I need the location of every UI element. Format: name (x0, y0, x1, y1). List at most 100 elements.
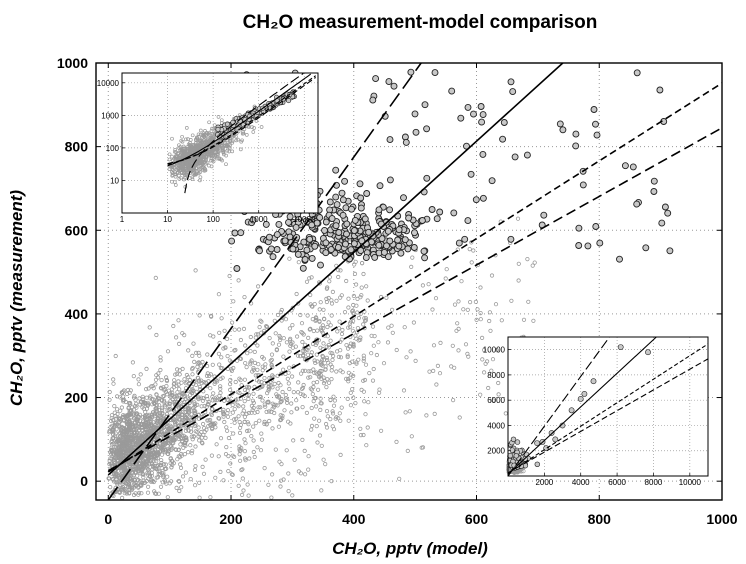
data-point-large (448, 87, 456, 95)
data-point-large (292, 223, 300, 231)
data-point-large (267, 245, 275, 253)
data-point-small (159, 446, 164, 451)
data-point-small (208, 386, 213, 391)
data-point-small (149, 453, 154, 458)
inset-log-point-small (244, 133, 249, 137)
data-point-small (336, 267, 341, 273)
data-point-large (365, 228, 373, 236)
data-point-small (289, 401, 294, 406)
data-point-small (151, 386, 156, 391)
data-point-small (274, 392, 279, 397)
data-point-small (143, 409, 148, 415)
inset-log-point-small (178, 164, 183, 169)
data-point-small (369, 351, 374, 356)
data-point-small (125, 387, 131, 393)
data-point-small (367, 370, 372, 376)
data-point-small (317, 433, 323, 438)
data-point-large (479, 194, 487, 202)
data-point-small (282, 408, 287, 413)
data-point-small (281, 354, 286, 359)
data-point-small (227, 358, 232, 363)
inset-linear-fit-line (507, 343, 709, 474)
data-point-small (164, 375, 169, 380)
data-point-small (257, 418, 262, 423)
data-point-small (257, 324, 262, 330)
data-point-small (255, 343, 260, 348)
data-point-small (262, 419, 267, 424)
data-point-small (350, 309, 355, 314)
data-point-small (158, 484, 164, 489)
data-point-small (196, 360, 201, 365)
data-point-small (298, 353, 303, 359)
inset-log-point-small (216, 115, 221, 119)
inset-log-point-small (207, 138, 212, 143)
inset-log-y-tick-label: 1000 (101, 111, 119, 120)
x-tick-label: 800 (588, 511, 612, 527)
data-point-large (347, 246, 355, 254)
data-point-small (141, 475, 146, 480)
data-point-small (431, 343, 437, 348)
data-point-small (284, 397, 290, 403)
data-point-small (213, 475, 218, 480)
data-point-small (138, 372, 143, 377)
data-point-small (143, 462, 148, 468)
data-point-small (358, 426, 363, 431)
inset-log-point-small (184, 172, 188, 177)
data-point-small (210, 426, 215, 432)
inset-log-fit-line (167, 73, 312, 167)
data-point-small (409, 264, 414, 269)
data-point-small (309, 423, 315, 428)
data-point-small (217, 362, 222, 367)
data-point-small (169, 443, 174, 449)
data-point-small (202, 425, 207, 431)
data-point-small (154, 426, 159, 431)
data-point-small (173, 393, 178, 398)
data-point-small (371, 366, 376, 372)
data-point-large (343, 220, 351, 228)
data-point-small (331, 403, 337, 408)
data-point-small (245, 428, 250, 434)
data-point-small (354, 330, 360, 335)
inset-log-point-small (194, 166, 199, 171)
data-point-small (185, 395, 190, 400)
data-point-small (130, 360, 135, 365)
data-point-small (118, 395, 123, 400)
x-tick-label: 1000 (706, 511, 737, 527)
data-point-large (428, 206, 436, 213)
inset-log-point-small (173, 174, 178, 179)
data-point-small (163, 441, 168, 446)
data-point-small (191, 341, 196, 346)
data-point-small (218, 384, 223, 389)
data-point-small (296, 380, 301, 385)
data-point-small (262, 465, 267, 471)
data-point-small (269, 472, 275, 477)
data-point-small (335, 329, 340, 334)
data-point-large (405, 214, 413, 222)
data-point-small (299, 321, 305, 326)
data-point-small (137, 421, 142, 426)
data-point-small (183, 406, 188, 411)
inset-log-point-small (198, 137, 202, 142)
inset-log-point-small (202, 168, 207, 173)
data-point-small (394, 347, 399, 353)
inset-log-point-small (211, 131, 216, 136)
data-point-small (109, 448, 114, 453)
inset-log-point-small (188, 141, 192, 145)
data-point-small (190, 372, 195, 377)
inset-log-point-small (173, 183, 178, 187)
data-point-small (158, 472, 163, 477)
inset-log-point-small (170, 136, 174, 141)
data-point-small (308, 292, 313, 298)
data-point-small (294, 334, 300, 339)
data-point-small (189, 434, 194, 439)
data-point-small (324, 296, 329, 301)
data-point-large (322, 239, 330, 247)
data-point-small (459, 279, 464, 284)
data-point-small (247, 456, 252, 461)
data-point-large (436, 208, 444, 216)
data-point-large (386, 206, 394, 214)
data-point-small (312, 301, 317, 307)
data-point-small (121, 418, 126, 423)
data-point-small (319, 358, 324, 363)
data-point-small (119, 428, 124, 434)
